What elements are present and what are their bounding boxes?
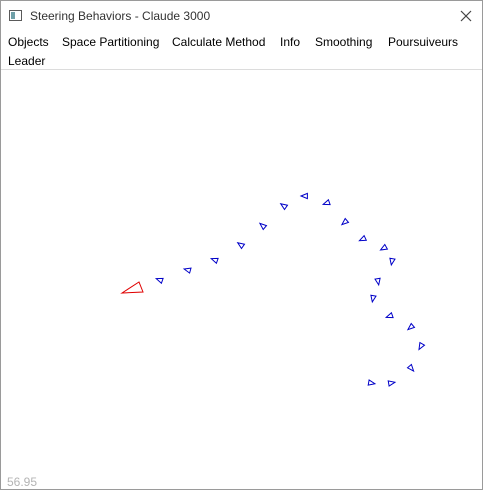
follower-agent — [389, 257, 396, 267]
follower-agent — [387, 380, 397, 387]
scene-svg — [120, 192, 426, 387]
follower-agent — [418, 341, 426, 351]
follower-agent — [258, 222, 268, 231]
follower-agent — [182, 267, 192, 274]
close-button[interactable] — [450, 1, 482, 32]
follower-agent — [379, 243, 389, 251]
app-window-icon — [9, 10, 22, 21]
title-bar[interactable]: Steering Behaviors - Claude 3000 — [1, 1, 482, 32]
leader-agent — [120, 281, 144, 294]
follower-agent — [236, 241, 246, 250]
follower-agent — [340, 217, 350, 226]
follower-agent — [279, 202, 289, 211]
menu-info[interactable]: Info — [280, 35, 301, 49]
menu-calculate-method[interactable]: Calculate Method — [172, 35, 266, 49]
follower-agent — [154, 277, 164, 285]
menu-bar: Objects Space Partitioning Calculate Met… — [1, 32, 482, 70]
close-icon — [460, 10, 472, 22]
follower-agent — [367, 379, 377, 386]
follower-agent — [406, 322, 416, 331]
follower-agent — [358, 234, 368, 242]
simulation-canvas[interactable]: 56.95 — [1, 70, 482, 489]
window-title: Steering Behaviors - Claude 3000 — [30, 9, 211, 23]
follower-agent — [384, 311, 394, 319]
menu-space-partitioning[interactable]: Space Partitioning — [62, 35, 160, 49]
follower-agent — [374, 277, 381, 287]
menu-objects[interactable]: Objects — [8, 35, 49, 49]
follower-agent — [406, 363, 415, 373]
menu-smoothing[interactable]: Smoothing — [315, 35, 373, 49]
fps-counter: 56.95 — [7, 475, 38, 489]
follower-agent — [299, 192, 308, 200]
follower-agent — [321, 198, 331, 206]
follower-agent — [370, 294, 377, 304]
menu-poursuiveurs[interactable]: Poursuiveurs — [388, 35, 459, 49]
menu-leader[interactable]: Leader — [8, 54, 46, 68]
follower-agent — [209, 257, 219, 265]
